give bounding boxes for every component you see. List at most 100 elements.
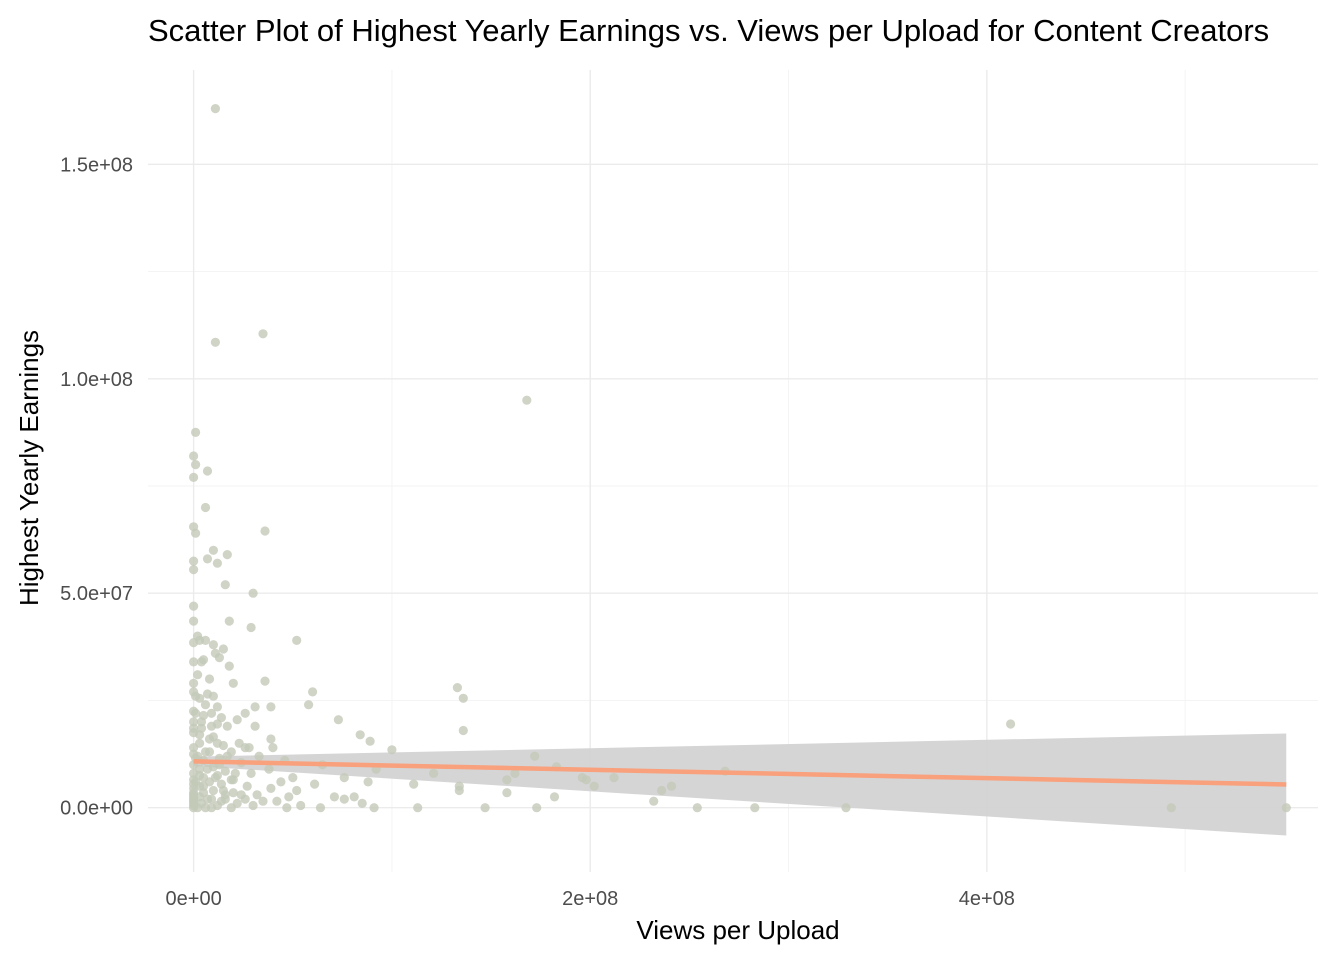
data-point (530, 751, 540, 761)
data-point (224, 616, 234, 626)
data-point (308, 687, 318, 697)
data-point (315, 803, 326, 813)
data-point (454, 785, 464, 796)
x-tick-label: 4e+08 (959, 888, 1015, 910)
data-point (228, 678, 238, 688)
data-point (333, 715, 343, 725)
data-point (191, 460, 201, 470)
data-point (458, 725, 468, 736)
data-point (510, 768, 520, 779)
data-point (202, 794, 213, 804)
data-point (193, 751, 203, 761)
data-point (589, 781, 599, 791)
data-point (288, 773, 298, 783)
data-point (228, 788, 238, 798)
data-point (292, 785, 302, 796)
data-point (208, 785, 218, 796)
data-point (212, 738, 222, 748)
data-point (502, 788, 512, 798)
data-point (250, 702, 260, 712)
data-point (252, 790, 262, 800)
x-tick-label: 2e+08 (562, 888, 618, 910)
data-point (365, 736, 375, 746)
data-point (212, 702, 222, 712)
data-point (304, 700, 314, 710)
y-tick-label: 5.0e+07 (60, 583, 133, 605)
data-point (191, 691, 201, 701)
data-point (452, 683, 462, 693)
confidence-ribbon-group (193, 733, 1287, 836)
data-point (266, 783, 276, 794)
data-point (226, 775, 236, 785)
data-point (208, 691, 218, 701)
data-point (355, 730, 365, 740)
data-point (292, 635, 302, 646)
tick-labels: 0e+00 2e+08 4e+08 0.0e+00 5.0e+07 1.0e+08 1.5e… (60, 154, 1015, 910)
data-point (413, 803, 423, 813)
chart-title: Scatter Plot of Highest Yearly Earnings … (148, 13, 1269, 48)
data-point (581, 775, 591, 785)
data-point (248, 800, 258, 811)
data-points (189, 104, 1291, 813)
data-point (250, 721, 260, 731)
data-point (208, 640, 218, 650)
x-axis-title: Views per Upload (636, 915, 839, 945)
data-point (189, 798, 199, 809)
data-point (210, 773, 220, 783)
data-point (189, 556, 199, 566)
data-point (206, 708, 217, 718)
fit-line-group (193, 759, 1287, 787)
data-point (387, 745, 397, 755)
data-point (191, 708, 201, 718)
data-point (264, 764, 274, 774)
data-point (200, 502, 211, 513)
data-point (210, 104, 220, 114)
data-point (218, 644, 228, 654)
data-point (260, 676, 270, 686)
data-point (189, 678, 199, 688)
data-point (208, 545, 218, 555)
data-point (236, 790, 246, 800)
data-point (266, 702, 276, 712)
data-point (1166, 803, 1176, 813)
data-point (549, 792, 560, 802)
data-point (841, 803, 851, 813)
data-point (202, 764, 213, 774)
data-point (222, 550, 232, 560)
data-point (202, 554, 213, 564)
data-point (195, 770, 205, 781)
data-point (218, 785, 228, 796)
y-tick-label: 0.0e+00 (60, 798, 133, 820)
data-point (206, 803, 217, 813)
data-point (329, 792, 339, 802)
data-point (369, 803, 379, 813)
data-point (310, 779, 320, 789)
data-point (409, 779, 419, 789)
data-point (532, 803, 542, 813)
data-point (657, 785, 667, 796)
data-point (296, 800, 306, 811)
data-point (266, 734, 276, 744)
data-point (284, 792, 294, 802)
data-point (189, 717, 199, 727)
data-point (220, 766, 230, 776)
data-point (226, 803, 236, 813)
data-point (220, 794, 230, 804)
data-point (258, 329, 268, 339)
data-point (357, 798, 367, 809)
data-point (193, 670, 203, 680)
data-point (198, 781, 209, 791)
data-point (222, 751, 232, 761)
data-point (429, 768, 439, 779)
data-point (480, 803, 490, 813)
data-point (254, 751, 264, 761)
data-point (272, 796, 282, 806)
data-point (246, 768, 256, 779)
data-point (191, 528, 201, 538)
data-point (214, 653, 224, 663)
data-point (189, 657, 199, 667)
data-point (666, 781, 677, 791)
data-point (240, 708, 250, 718)
data-point (268, 743, 278, 753)
